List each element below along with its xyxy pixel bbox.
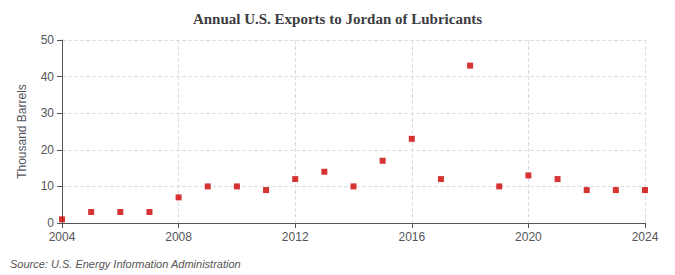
- svg-text:10: 10: [41, 179, 55, 193]
- svg-text:2012: 2012: [282, 230, 309, 244]
- svg-text:20: 20: [41, 143, 55, 157]
- svg-text:2008: 2008: [165, 230, 192, 244]
- svg-text:2020: 2020: [515, 230, 542, 244]
- svg-text:2024: 2024: [632, 230, 659, 244]
- svg-text:Source: U.S. Energy Informatio: Source: U.S. Energy Information Administ…: [10, 258, 241, 270]
- svg-text:2004: 2004: [49, 230, 76, 244]
- svg-text:50: 50: [41, 33, 55, 47]
- svg-text:Thousand Barrels: Thousand Barrels: [15, 84, 29, 179]
- svg-text:0: 0: [47, 216, 54, 230]
- svg-text:2016: 2016: [398, 230, 425, 244]
- svg-text:40: 40: [41, 70, 55, 84]
- svg-text:30: 30: [41, 106, 55, 120]
- svg-text:Annual U.S. Exports to Jordan: Annual U.S. Exports to Jordan of Lubrica…: [193, 11, 482, 27]
